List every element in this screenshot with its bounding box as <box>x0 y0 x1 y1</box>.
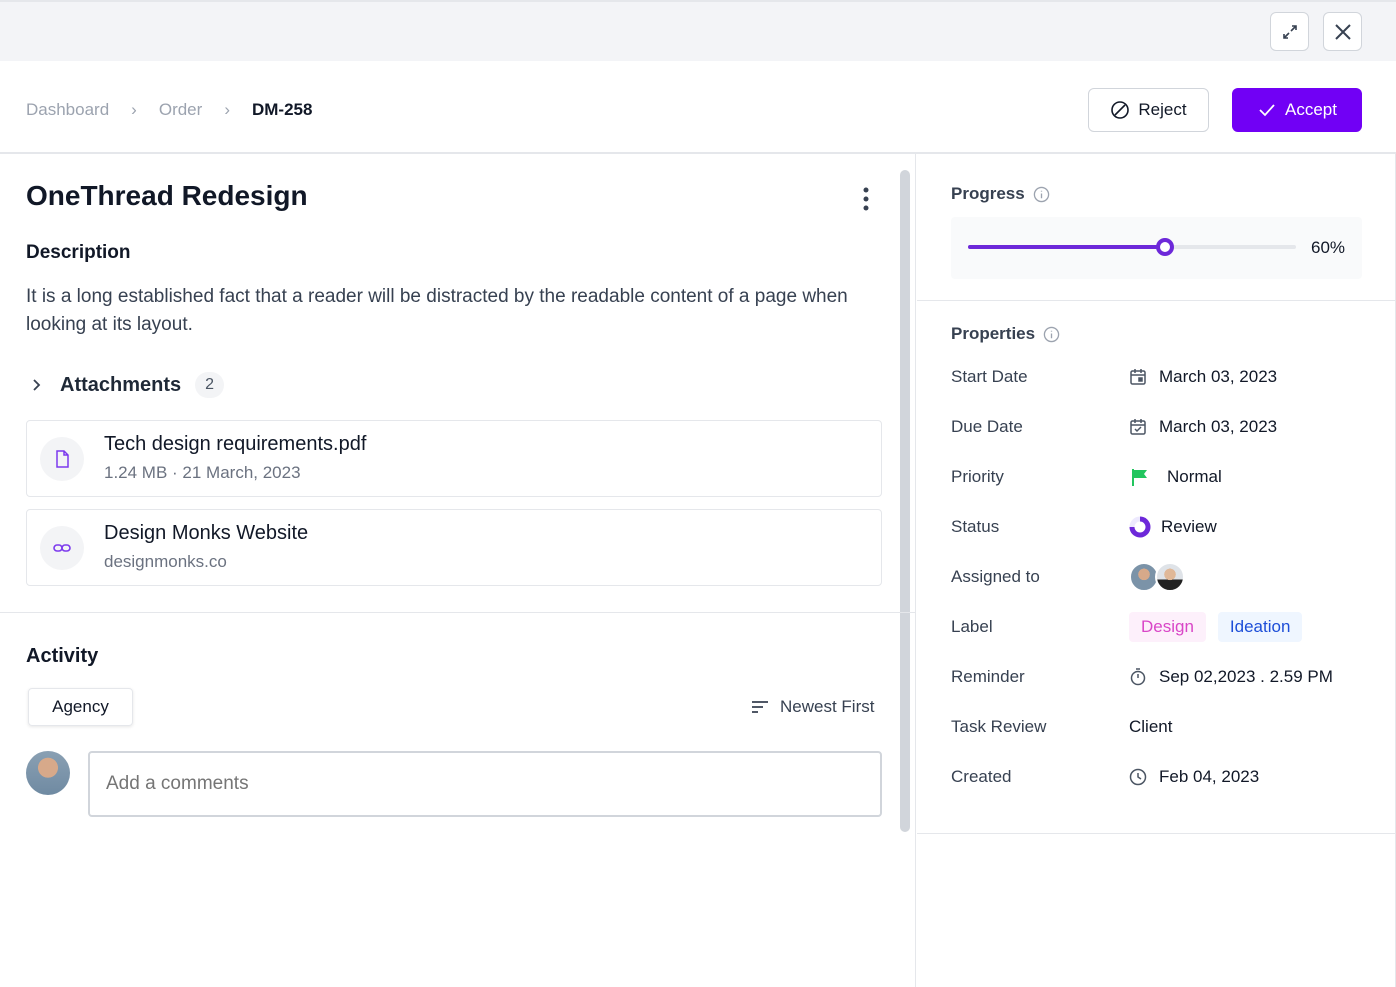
activity-heading: Activity <box>26 645 99 667</box>
property-start-date: Start Date March 03, 2023 <box>951 362 1371 392</box>
breadcrumb: Dashboard › Order › DM-258 <box>26 100 312 120</box>
slider-handle[interactable] <box>1155 238 1174 256</box>
avatar[interactable] <box>1129 562 1159 592</box>
progress-value: 60% <box>1311 238 1346 257</box>
window-bar <box>0 0 1396 61</box>
attachment-name: Design Monks Website <box>104 522 309 544</box>
clock-icon <box>1129 768 1147 786</box>
accept-button[interactable]: Accept <box>1232 88 1362 132</box>
progress-fill <box>968 245 1165 249</box>
property-value[interactable]: Sep 02,2023 . 2.59 PM <box>1159 667 1333 686</box>
property-key: Assigned to <box>951 567 1040 586</box>
property-created: Created Feb 04, 2023 <box>951 762 1371 792</box>
reject-button[interactable]: Reject <box>1088 88 1209 132</box>
progress-heading: Progress <box>951 184 1050 204</box>
attachments-count: 2 <box>195 372 225 398</box>
property-key: Task Review <box>951 717 1047 736</box>
reject-label: Reject <box>1138 100 1187 119</box>
attachment-meta: designmonks.co <box>104 552 227 571</box>
chevron-right-icon: › <box>224 100 230 119</box>
property-label: Label Design Ideation <box>951 612 1371 642</box>
property-value[interactable]: Review <box>1161 517 1217 536</box>
properties-heading: Properties <box>951 324 1060 344</box>
page-header: Dashboard › Order › DM-258 Reject Accept <box>0 61 1396 154</box>
property-value[interactable]: Client <box>1129 717 1173 736</box>
avatar <box>26 751 70 795</box>
avatar[interactable] <box>1155 562 1185 592</box>
sidebar-panel: Progress 60% Properties Start Date March … <box>917 154 1396 987</box>
ban-icon <box>1111 101 1130 119</box>
expand-icon <box>1282 24 1297 39</box>
property-value[interactable]: March 03, 2023 <box>1159 367 1278 386</box>
divider <box>917 300 1396 301</box>
property-value[interactable]: March 03, 2023 <box>1159 417 1278 436</box>
status-review-icon <box>1129 516 1151 538</box>
chevron-right-icon: › <box>131 100 137 119</box>
attachment-item[interactable]: Design Monks Website designmonks.co <box>26 509 882 586</box>
property-key: Status <box>951 517 1000 536</box>
file-icon <box>40 437 84 481</box>
link-icon <box>40 526 84 570</box>
property-key: Priority <box>951 467 1004 486</box>
more-vertical-icon[interactable] <box>856 186 876 212</box>
breadcrumb-order[interactable]: Order <box>158 100 203 119</box>
properties-title: Properties <box>951 324 1036 343</box>
close-icon <box>1334 23 1351 40</box>
comment-input[interactable] <box>88 751 882 817</box>
description-text: It is a long established fact that a rea… <box>26 286 848 335</box>
label-tag-design[interactable]: Design <box>1129 612 1206 642</box>
activity-filter-tab[interactable]: Agency <box>28 688 133 726</box>
check-icon <box>1259 104 1275 117</box>
property-assigned-to: Assigned to <box>951 562 1371 592</box>
property-key: Created <box>951 767 1012 786</box>
breadcrumb-current: DM-258 <box>251 100 313 119</box>
property-priority: Priority Normal <box>951 462 1371 492</box>
attachment-name: Tech design requirements.pdf <box>104 433 367 455</box>
property-task-review: Task Review Client <box>951 712 1371 742</box>
task-details-panel: OneThread Redesign Description It is a l… <box>0 154 916 987</box>
stopwatch-icon <box>1130 668 1146 686</box>
property-value: Feb 04, 2023 <box>1159 767 1260 786</box>
sort-icon <box>752 701 768 713</box>
scrollbar[interactable] <box>900 170 910 832</box>
property-key: Start Date <box>951 367 1028 386</box>
close-button[interactable] <box>1323 12 1362 51</box>
property-status: Status Review <box>951 512 1371 542</box>
expand-button[interactable] <box>1270 12 1309 51</box>
breadcrumb-dashboard[interactable]: Dashboard <box>26 100 110 119</box>
flag-icon <box>1132 469 1147 486</box>
sort-button[interactable]: Newest First <box>750 697 874 717</box>
accept-label: Accept <box>1285 100 1337 119</box>
calendar-icon <box>1130 369 1146 385</box>
property-reminder: Reminder Sep 02,2023 . 2.59 PM <box>951 662 1371 692</box>
info-icon <box>1033 186 1049 202</box>
calendar-check-icon <box>1130 419 1146 435</box>
page-title: OneThread Redesign <box>26 180 308 211</box>
divider <box>0 612 916 613</box>
property-key: Reminder <box>951 667 1025 686</box>
divider <box>917 833 1396 834</box>
attachment-item[interactable]: Tech design requirements.pdf 1.24 MB · 2… <box>26 420 882 497</box>
property-due-date: Due Date March 03, 2023 <box>951 412 1371 442</box>
progress-box: 60% <box>951 217 1362 279</box>
chevron-right-icon <box>33 379 41 391</box>
property-key: Due Date <box>951 417 1023 436</box>
sort-label: Newest First <box>780 697 875 716</box>
attachments-toggle[interactable]: Attachments 2 <box>26 372 225 398</box>
info-icon <box>1043 326 1060 342</box>
progress-slider[interactable] <box>968 238 1296 256</box>
attachments-label: Attachments <box>60 373 182 396</box>
label-tag-ideation[interactable]: Ideation <box>1217 612 1303 642</box>
progress-title: Progress <box>951 184 1025 203</box>
description-heading: Description <box>26 242 131 263</box>
attachment-meta: 1.24 MB · 21 March, 2023 <box>104 463 301 482</box>
property-key: Label <box>951 617 993 636</box>
property-value[interactable]: Normal <box>1167 467 1222 486</box>
